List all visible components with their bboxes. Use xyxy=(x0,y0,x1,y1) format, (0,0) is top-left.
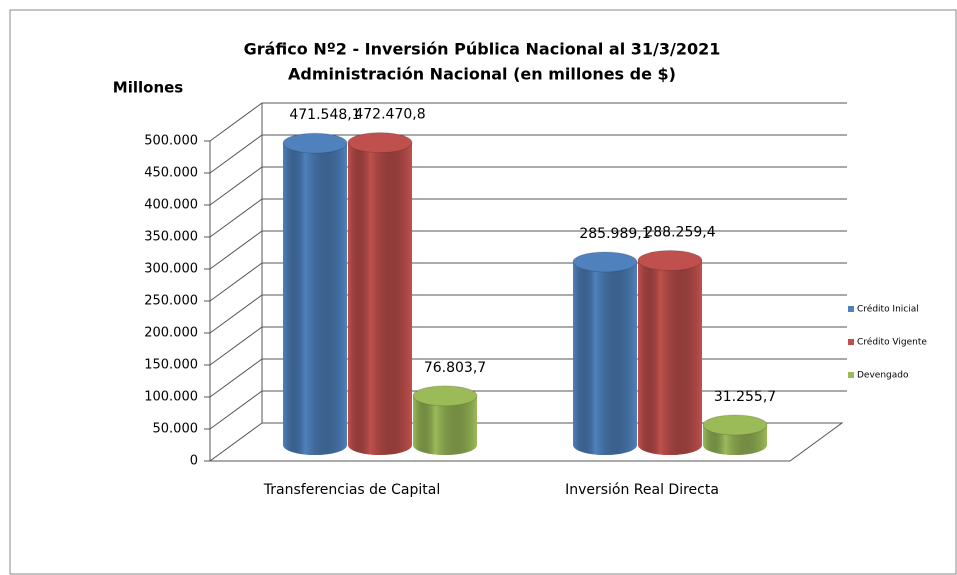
y-axis-label: Millones xyxy=(113,79,184,97)
y-tick-label: 300.000 xyxy=(144,262,198,277)
legend-swatch xyxy=(848,339,854,345)
cylinder-top xyxy=(572,251,638,273)
bar xyxy=(282,132,348,455)
y-tick-label: 350.000 xyxy=(144,230,198,245)
data-label: 472.470,8 xyxy=(354,107,425,123)
legend-swatch xyxy=(848,372,854,378)
grid-line xyxy=(209,134,847,174)
cylinder-top xyxy=(637,250,703,272)
cylinder-shade xyxy=(283,143,347,455)
bar xyxy=(637,250,703,455)
bar xyxy=(347,132,413,455)
legend-label: Devengado xyxy=(857,371,909,381)
x-tick-label: Inversión Real Directa xyxy=(565,482,719,498)
y-tick-label: 0 xyxy=(190,454,198,469)
data-label: 31.255,7 xyxy=(714,389,776,405)
y-tick-label: 250.000 xyxy=(144,294,198,309)
cylinder-top xyxy=(702,414,768,436)
y-tick-label: 450.000 xyxy=(144,166,198,181)
cylinder-shade xyxy=(573,261,637,455)
y-tick-label: 50.000 xyxy=(153,422,199,437)
cylinder-shade xyxy=(638,260,702,455)
chart-title: Gráfico Nº2 - Inversión Pública Nacional… xyxy=(244,40,721,59)
grid-line xyxy=(209,102,847,142)
grid-line xyxy=(209,198,847,238)
legend-label: Crédito Inicial xyxy=(857,304,919,315)
data-label: 76.803,7 xyxy=(424,360,486,376)
y-tick-label: 100.000 xyxy=(144,390,198,405)
y-tick-label: 150.000 xyxy=(144,358,198,373)
bar xyxy=(572,251,638,455)
cylinder-shade xyxy=(413,395,477,455)
bar xyxy=(412,385,478,455)
legend-swatch xyxy=(848,306,854,312)
y-tick-label: 500.000 xyxy=(144,134,198,149)
cylinder-top xyxy=(347,132,413,154)
cylinder-top xyxy=(412,385,478,407)
cylinder-shade xyxy=(348,142,412,455)
data-label: 285.989,1 xyxy=(579,226,650,242)
chart-border xyxy=(9,9,957,575)
chart-subtitle: Administración Nacional (en millones de … xyxy=(288,65,676,84)
grid-line xyxy=(209,230,847,270)
y-tick-label: 400.000 xyxy=(144,198,198,213)
y-tick-label: 200.000 xyxy=(144,326,198,341)
data-label: 288.259,4 xyxy=(644,225,715,241)
x-tick-label: Transferencias de Capital xyxy=(263,482,440,498)
cylinder-top xyxy=(282,132,348,154)
data-label: 471.548,1 xyxy=(289,107,360,123)
bar xyxy=(702,414,768,455)
legend-label: Crédito Vigente xyxy=(857,337,927,348)
grid-line xyxy=(209,166,847,206)
